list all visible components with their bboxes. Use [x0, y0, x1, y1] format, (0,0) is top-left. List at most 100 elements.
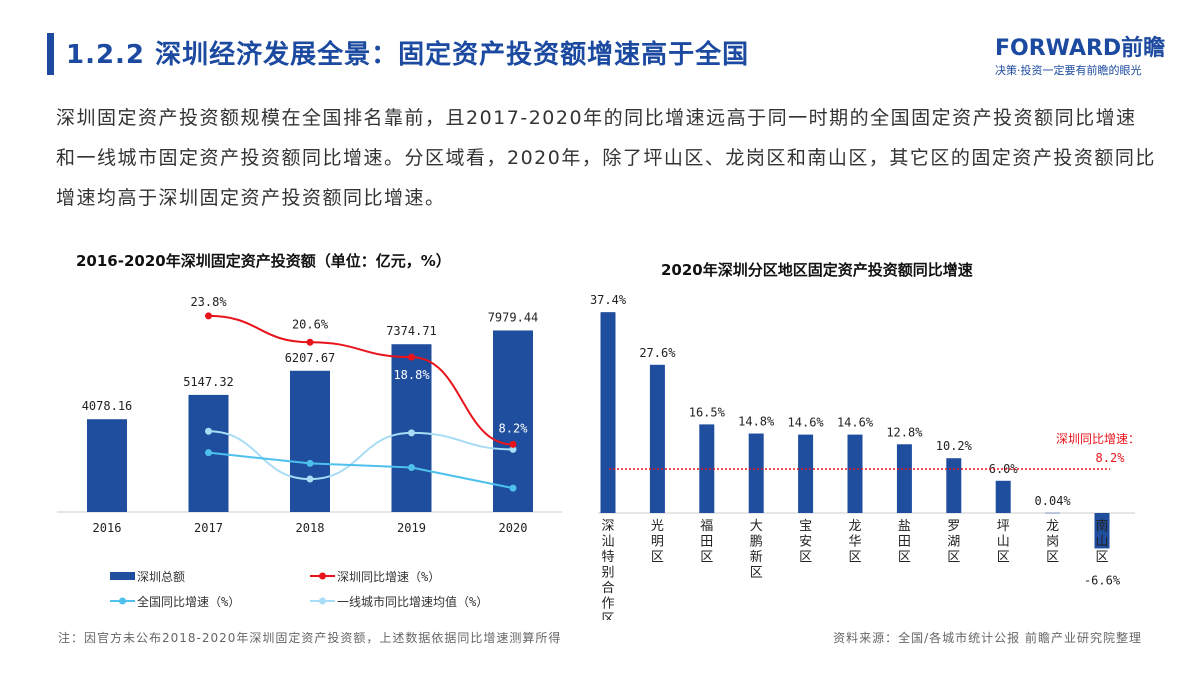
bar-district-growth [847, 434, 863, 513]
right-chart: 37.4%深汕特别合作区27.6%光明区16.5%福田区14.8%大鹏新区14.… [590, 293, 1140, 620]
shenzhen-growth-point [306, 338, 314, 346]
reference-value: 8.2% [1096, 451, 1126, 465]
x-tick-label-char: 作 [601, 597, 614, 612]
footer-source: 资料来源：全国/各城市统计公报 前瞻产业研究院整理 [833, 631, 1142, 645]
x-tick-label-char: 鹏 [750, 535, 763, 550]
bar-value-label: 27.6% [639, 346, 676, 360]
tier1-growth-point [509, 445, 517, 453]
x-tick-label-char: 特 [601, 550, 614, 565]
x-tick-label-char: 区 [898, 550, 911, 565]
legend-label: 深圳同比增速（%） [337, 570, 440, 584]
bar-shenzhen-total [391, 344, 432, 512]
bar-value-label: 4078.16 [82, 399, 133, 413]
bar-district-growth [798, 434, 814, 513]
x-tick-label-char: 大 [750, 519, 763, 534]
shenzhen-growth-label: 18.8% [393, 368, 430, 382]
footer-note: 注：因官方未公布2018-2020年深圳固定资产投资额，上述数据依据同比增速测算… [58, 631, 562, 645]
x-tick-label: 2018 [296, 521, 325, 535]
shenzhen-growth-label: 20.6% [292, 317, 329, 331]
bar-shenzhen-total [87, 419, 127, 512]
x-tick-label-char: 深 [601, 519, 614, 534]
tier1-growth-point [306, 475, 314, 483]
bar-district-growth [600, 312, 616, 513]
x-tick-label-char: 山 [1095, 535, 1108, 550]
x-tick-label: 2020 [499, 521, 528, 535]
legend-swatch-bar [110, 572, 135, 580]
x-tick-label: 2019 [397, 521, 426, 535]
x-tick-label-char: 华 [848, 535, 861, 550]
x-tick-label-char: 汕 [601, 535, 614, 550]
x-tick-label-char: 龙 [1046, 519, 1059, 534]
national-growth-point [205, 449, 212, 457]
national-growth-point [408, 464, 415, 472]
bar-district-growth [1094, 513, 1110, 549]
x-tick-label-char: 区 [1095, 550, 1108, 565]
bar-shenzhen-total [493, 330, 533, 512]
x-tick-label-char: 区 [799, 550, 812, 565]
legend-label: 深圳总额 [137, 570, 185, 584]
intro-paragraph: 深圳固定资产投资额规模在全国排名靠前，且2017-2020年的同比增速远高于同一… [56, 107, 1156, 209]
shenzhen-growth-point [205, 312, 212, 320]
legend-label: 一线城市同比增速均值（%） [337, 594, 488, 609]
title-accent-bar [47, 33, 54, 75]
left-chart-title: 2016-2020年深圳固定资产投资额（单位：亿元，%） [76, 252, 451, 270]
bar-value-label: 5147.32 [183, 375, 234, 389]
shenzhen-growth-label: 8.2% [499, 421, 529, 435]
x-tick-label-char: 龙 [848, 519, 861, 534]
bar-district-growth [995, 480, 1011, 513]
shenzhen-growth-point [408, 353, 415, 361]
shenzhen-growth-label: 23.8% [190, 295, 227, 309]
bar-value-label: 37.4% [590, 293, 627, 307]
x-tick-label-char: 湖 [947, 535, 960, 550]
national-growth-line [208, 451, 514, 490]
tier1-growth-line [208, 430, 514, 481]
x-tick-label-char: 光 [651, 519, 664, 534]
logo: FORWARD前瞻 决策·投资一定要有前瞻的眼光 [995, 30, 1165, 78]
x-tick-label-char: 罗 [947, 519, 960, 534]
bar-value-label: 7979.44 [488, 310, 539, 324]
x-tick-label-char: 盐 [898, 519, 911, 534]
reference-label: 深圳同比增速： [1056, 432, 1140, 446]
logo-brand: FORWARD前瞻 [995, 36, 1166, 61]
bar-value-label: 6.0% [989, 462, 1019, 476]
x-tick-label-char: 合 [601, 581, 614, 596]
legend-swatch-marker [119, 597, 126, 605]
x-tick-label-char: 区 [700, 550, 713, 565]
logo-slogan: 决策·投资一定要有前瞻的眼光 [995, 64, 1142, 77]
bar-district-growth [1045, 512, 1061, 514]
x-tick-label-char: 区 [601, 612, 614, 620]
x-tick-label-char: 别 [601, 566, 614, 581]
x-tick-label-char: 区 [1046, 550, 1059, 565]
shenzhen-growth-line [208, 314, 514, 446]
x-tick-label-char: 区 [947, 550, 960, 565]
x-tick-label-char: 宝 [799, 519, 812, 534]
bar-value-label: 6207.67 [285, 351, 336, 365]
x-tick-label-char: 区 [997, 550, 1010, 565]
bar-value-label: -6.6% [1084, 573, 1121, 587]
bar-value-label: 14.6% [837, 416, 874, 430]
x-tick-label-char: 岗 [1046, 535, 1059, 550]
right-chart-title: 2020年深圳分区地区固定资产投资额同比增速 [661, 261, 973, 279]
bar-district-growth [946, 458, 962, 513]
x-tick-label: 2016 [93, 521, 122, 535]
bar-value-label: 7374.71 [386, 324, 437, 338]
x-tick-label-char: 山 [997, 535, 1010, 550]
x-tick-label: 2017 [194, 521, 223, 535]
x-tick-label-char: 坪 [997, 519, 1010, 534]
bar-shenzhen-total [290, 370, 330, 512]
x-tick-label-char: 新 [750, 549, 763, 565]
x-tick-label-char: 南 [1095, 518, 1108, 534]
national-growth-point [509, 484, 517, 492]
x-tick-label-char: 田 [700, 535, 713, 550]
legend-swatch-marker [319, 572, 326, 580]
bar-value-label: 0.04% [1035, 494, 1072, 508]
page-title: 1.2.2 深圳经济发展全景：固定资产投资额增速高于全国 [66, 40, 750, 70]
bar-value-label: 12.8% [886, 425, 923, 439]
x-tick-label-char: 安 [799, 535, 812, 550]
legend-swatch-marker [319, 597, 326, 605]
x-tick-label-char: 田 [898, 535, 911, 550]
x-tick-label-char: 区 [848, 550, 861, 565]
x-tick-label-char: 福 [700, 519, 713, 534]
tier1-growth-point [205, 427, 212, 435]
shenzhen-growth-point [509, 440, 517, 448]
